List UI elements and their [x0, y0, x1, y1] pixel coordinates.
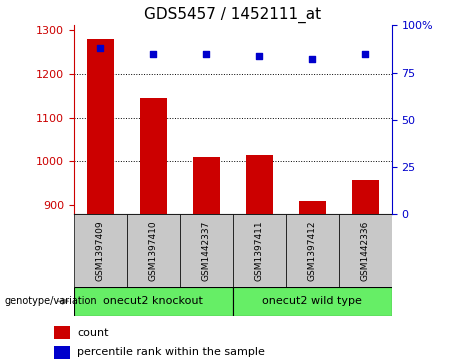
- Bar: [286, 214, 339, 287]
- Bar: [246, 155, 272, 214]
- Text: GSM1397412: GSM1397412: [308, 220, 317, 281]
- Bar: [140, 98, 166, 214]
- Point: [96, 45, 104, 51]
- Point: [308, 57, 316, 62]
- Bar: [180, 214, 233, 287]
- Bar: [299, 201, 325, 214]
- Point: [361, 51, 369, 57]
- Text: GSM1397410: GSM1397410: [149, 220, 158, 281]
- Bar: [127, 214, 180, 287]
- Bar: [54, 346, 70, 359]
- Bar: [87, 38, 113, 214]
- Point: [202, 51, 210, 57]
- Text: GSM1397409: GSM1397409: [96, 220, 105, 281]
- Text: onecut2 wild type: onecut2 wild type: [262, 296, 362, 306]
- Bar: [74, 287, 233, 316]
- Text: GSM1442336: GSM1442336: [361, 220, 370, 281]
- Bar: [193, 157, 219, 214]
- Text: GSM1442337: GSM1442337: [202, 220, 211, 281]
- Bar: [339, 214, 392, 287]
- Bar: [352, 180, 378, 214]
- Text: onecut2 knockout: onecut2 knockout: [103, 296, 203, 306]
- Bar: [54, 326, 70, 339]
- Bar: [233, 214, 286, 287]
- Text: genotype/variation: genotype/variation: [5, 296, 97, 306]
- Text: percentile rank within the sample: percentile rank within the sample: [77, 347, 266, 357]
- Title: GDS5457 / 1452111_at: GDS5457 / 1452111_at: [144, 7, 321, 23]
- Text: GSM1397411: GSM1397411: [255, 220, 264, 281]
- Text: count: count: [77, 327, 109, 338]
- Bar: [74, 214, 127, 287]
- Point: [149, 51, 157, 57]
- Bar: [233, 287, 392, 316]
- Point: [255, 53, 263, 58]
